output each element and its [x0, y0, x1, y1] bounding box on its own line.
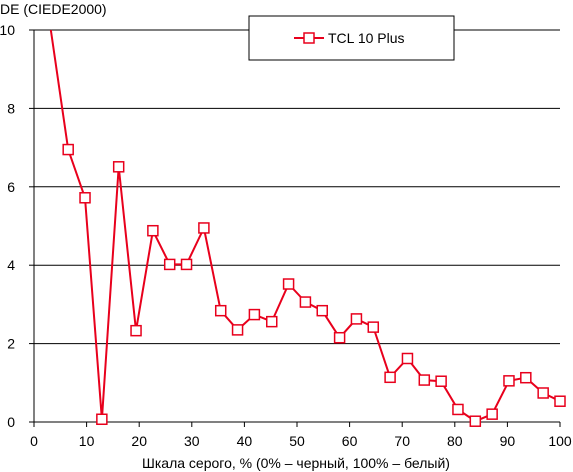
series-0-point-5 — [147, 224, 159, 237]
y-tick-label-2: 2 — [7, 336, 15, 352]
x-tick-label-100: 100 — [548, 433, 572, 449]
x-tick-label-30: 30 — [184, 433, 200, 449]
x-tick-label-60: 60 — [342, 433, 358, 449]
y-tick-label-6: 6 — [7, 179, 15, 195]
y-tick-labels: 0 2 4 6 8 10 — [0, 22, 15, 430]
series-0-point-26 — [503, 375, 515, 387]
y-tick-label-4: 4 — [7, 257, 15, 273]
x-tick-label-90: 90 — [500, 433, 516, 449]
grid-lines — [34, 29, 560, 345]
series-0-point-8 — [198, 222, 210, 234]
series-0-point-3 — [112, 161, 125, 173]
series-0-point-0 — [62, 143, 74, 156]
series-0-point-21 — [418, 374, 431, 386]
x-tick-labels: 0 10 20 30 40 50 60 70 80 90 100 — [30, 433, 572, 449]
series-0-point-12 — [266, 315, 278, 328]
y-tick-label-10: 10 — [0, 22, 15, 38]
y-axis-title: DE (CIEDE2000) — [0, 1, 107, 17]
series-0-point-28 — [537, 387, 549, 399]
series-0-point-11 — [248, 308, 261, 321]
series-0-point-15 — [316, 304, 328, 317]
series-0-point-19 — [384, 371, 396, 384]
x-tick-label-10: 10 — [79, 433, 95, 449]
x-axis-title: Шкала серого, % (0% – черный, 100% – бел… — [142, 455, 450, 471]
series-0-line — [67, 149, 561, 423]
series-0-point-10 — [231, 324, 244, 336]
x-tick-label-0: 0 — [30, 433, 38, 449]
series-0-point-23 — [452, 403, 464, 416]
series-0-point-9 — [214, 304, 227, 317]
series-0-point-29 — [554, 395, 566, 407]
axes — [29, 29, 561, 427]
series-0-point-16 — [333, 331, 346, 344]
series-0-point-1 — [79, 192, 91, 204]
series-0-point-4 — [130, 324, 142, 337]
legend-box — [248, 15, 455, 61]
series-0-point-6 — [163, 258, 176, 271]
series-0-point-17 — [350, 313, 363, 325]
series-0-point-20 — [401, 352, 414, 365]
legend-marker — [303, 32, 315, 44]
legend: TCL 10 Plus — [248, 15, 455, 61]
series-0-point-13 — [282, 278, 295, 290]
x-tick-label-70: 70 — [394, 433, 410, 449]
y-tick-label-0: 0 — [7, 414, 15, 430]
series-0-point-27 — [520, 371, 532, 384]
series-0-start-segment — [49, 29, 70, 150]
x-tick-label-40: 40 — [237, 433, 253, 449]
series-0-point-2 — [96, 413, 108, 426]
series-0-point-24 — [469, 415, 482, 427]
x-tick-label-50: 50 — [289, 433, 305, 449]
series-0-point-25 — [486, 408, 498, 420]
series-0-point-14 — [299, 296, 312, 308]
x-tick-label-20: 20 — [131, 433, 147, 449]
series-0-point-18 — [367, 321, 380, 333]
x-tick-label-80: 80 — [447, 433, 463, 449]
series-0-point-22 — [435, 375, 447, 387]
legend-entry-tcl-10-plus: TCL 10 Plus — [328, 30, 405, 46]
series-0-point-7 — [180, 258, 193, 271]
y-tick-label-8: 8 — [7, 100, 15, 116]
series-group — [49, 29, 566, 427]
